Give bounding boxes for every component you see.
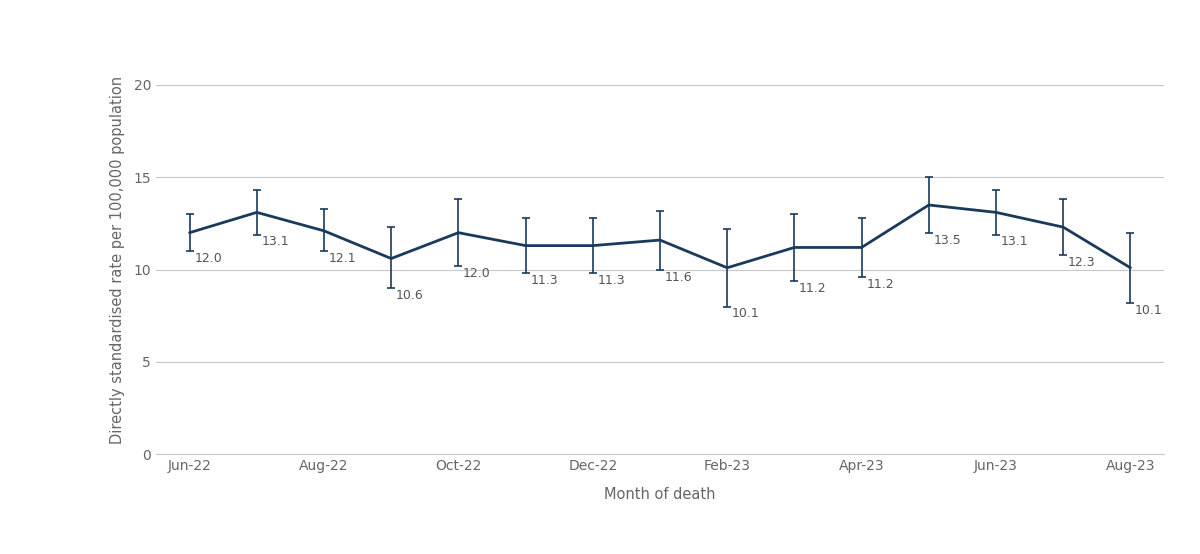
Text: 11.3: 11.3 [530,274,558,287]
Text: 12.1: 12.1 [329,252,356,265]
Text: 12.0: 12.0 [463,267,491,280]
Text: 11.2: 11.2 [799,281,827,295]
Y-axis label: Directly standardised rate per 100,000 population: Directly standardised rate per 100,000 p… [110,76,125,444]
Text: 12.0: 12.0 [194,252,222,265]
Text: 10.1: 10.1 [732,307,760,320]
Text: 11.3: 11.3 [598,274,625,287]
Text: 12.3: 12.3 [1068,256,1096,269]
Text: 13.1: 13.1 [262,235,289,248]
Text: 13.1: 13.1 [1001,235,1028,248]
Text: 11.6: 11.6 [665,270,692,284]
Text: 13.5: 13.5 [934,234,961,247]
Text: 10.6: 10.6 [396,289,424,302]
Text: 11.2: 11.2 [866,278,894,291]
Text: 10.1: 10.1 [1135,304,1163,317]
X-axis label: Month of death: Month of death [605,487,715,502]
